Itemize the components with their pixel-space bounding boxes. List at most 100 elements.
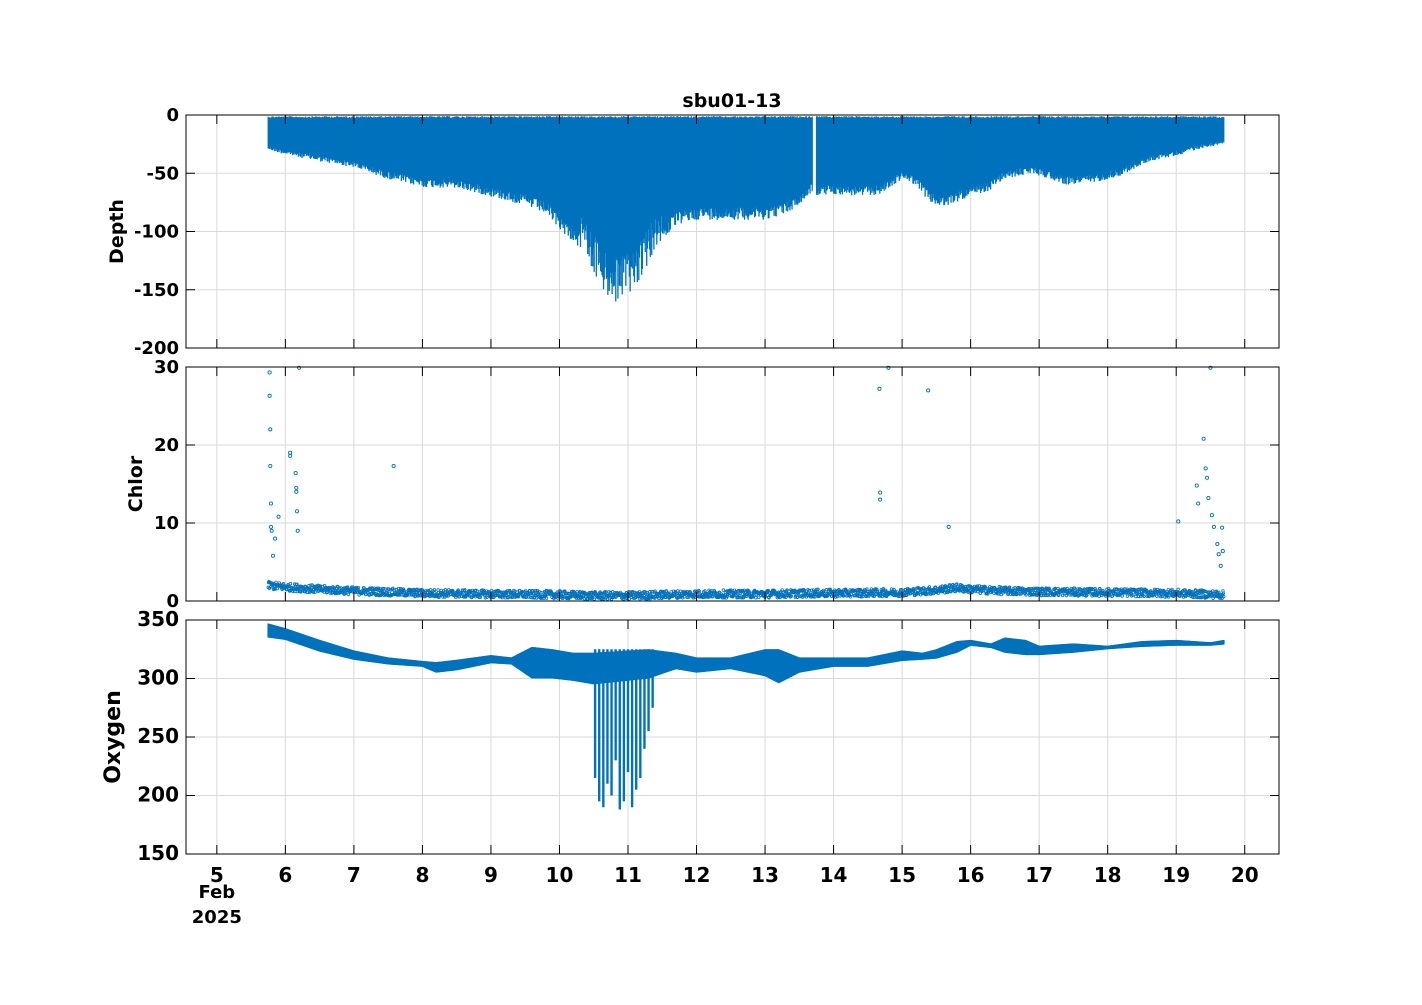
chlor-point	[880, 594, 884, 599]
chlor-point	[397, 593, 402, 597]
chlor-point	[1166, 595, 1171, 599]
chlor-point	[933, 585, 938, 589]
chlor-point	[525, 594, 529, 599]
chlor-point	[288, 581, 293, 586]
chlor-outlier	[1206, 495, 1211, 501]
chlor-point	[685, 595, 689, 599]
chlor-outlier	[294, 485, 299, 490]
chlor-point	[619, 592, 624, 596]
chlor-outlier	[1215, 542, 1220, 547]
chlor-point	[653, 589, 657, 593]
chlor-point	[387, 587, 391, 591]
chlor-point	[515, 590, 519, 594]
y-axis-label: Depth	[106, 199, 128, 264]
chlor-point	[1202, 589, 1207, 594]
chlor-outlier	[267, 393, 272, 398]
chlor-point	[423, 590, 427, 595]
chlor-point	[345, 585, 350, 589]
chlor-point	[529, 595, 533, 600]
chlor-point	[1197, 591, 1202, 595]
chlor-outlier	[1209, 513, 1214, 518]
chlor-point	[478, 595, 483, 599]
chart-title: sbu01-13	[682, 90, 781, 112]
chlor-point	[1098, 587, 1102, 591]
chlor-point	[356, 585, 360, 590]
chlor-point	[789, 594, 793, 598]
chlor-point	[544, 596, 549, 600]
chlor-point	[295, 582, 299, 587]
chlor-point	[504, 590, 508, 595]
chlor-point	[1222, 594, 1226, 599]
chlor-point	[1046, 593, 1050, 597]
chlor-outlier	[295, 528, 300, 533]
chlor-point	[927, 585, 932, 589]
chlor-point	[869, 587, 874, 591]
chlor-point	[703, 589, 707, 593]
chlor-point	[1125, 594, 1130, 598]
chlor-point	[603, 589, 608, 594]
chlor-point	[382, 586, 386, 591]
chlor-point	[714, 591, 718, 595]
chlor-point	[986, 592, 990, 596]
chlor-point	[859, 595, 863, 599]
chlor-outlier	[926, 388, 931, 393]
chlor-point	[1220, 594, 1224, 599]
chlor-outlier	[288, 453, 293, 458]
chlor-outlier	[1220, 549, 1225, 554]
depth-panel: 0 -50 -100 -150 -200 Depth	[106, 105, 1280, 359]
chlor-point	[738, 595, 742, 600]
chlor-point	[1044, 590, 1048, 595]
chlor-point	[1039, 593, 1044, 598]
chlor-point	[1217, 590, 1221, 594]
y-tick-label: 10	[154, 513, 179, 534]
y-tick-label: 20	[154, 435, 179, 456]
chlor-point	[856, 591, 860, 595]
chlor-point	[483, 596, 488, 600]
chlor-point	[949, 589, 953, 594]
chlor-outlier	[1176, 519, 1181, 524]
chlor-point	[602, 595, 606, 599]
chlor-point	[597, 593, 601, 598]
chlor-point	[1057, 592, 1061, 597]
chlor-point	[940, 584, 944, 588]
chlor-point	[378, 587, 383, 591]
chlor-point	[637, 590, 642, 594]
chlor-point	[1060, 593, 1065, 598]
data-series	[267, 623, 1225, 810]
chlor-point	[475, 589, 480, 593]
chlor-point	[1071, 589, 1075, 594]
chlor-outlier	[276, 514, 281, 519]
chlor-point	[833, 589, 837, 594]
chlor-outlier	[878, 490, 883, 495]
chlor-point	[955, 582, 959, 586]
chlor-point	[835, 594, 839, 599]
chlor-point	[412, 590, 417, 595]
chlor-outlier	[269, 528, 274, 533]
chlor-point	[1041, 587, 1046, 592]
chlor-point	[329, 585, 333, 590]
chlor-point	[828, 592, 832, 597]
grid	[186, 366, 1279, 602]
chlor-point	[1039, 590, 1043, 594]
chlor-point	[870, 589, 874, 593]
chlor-point	[305, 590, 309, 595]
chlor-point	[960, 584, 964, 588]
data-series	[267, 116, 1225, 302]
chlor-point	[1013, 589, 1018, 593]
chlor-point	[849, 592, 853, 596]
chlor-outlier	[293, 471, 298, 476]
chlor-point	[813, 595, 817, 599]
chlor-outlier	[1201, 436, 1206, 441]
y-tick-label: 0	[166, 105, 179, 126]
y-tick-label: -50	[146, 163, 179, 184]
chlor-point	[999, 592, 1004, 597]
chlor-outlier	[1218, 563, 1223, 568]
chlor-point	[389, 588, 393, 592]
chlor-outlier	[1220, 525, 1225, 530]
chlor-point	[463, 588, 467, 592]
chlor-point	[983, 585, 987, 589]
chlor-point	[701, 595, 705, 600]
chlor-point	[474, 588, 478, 593]
